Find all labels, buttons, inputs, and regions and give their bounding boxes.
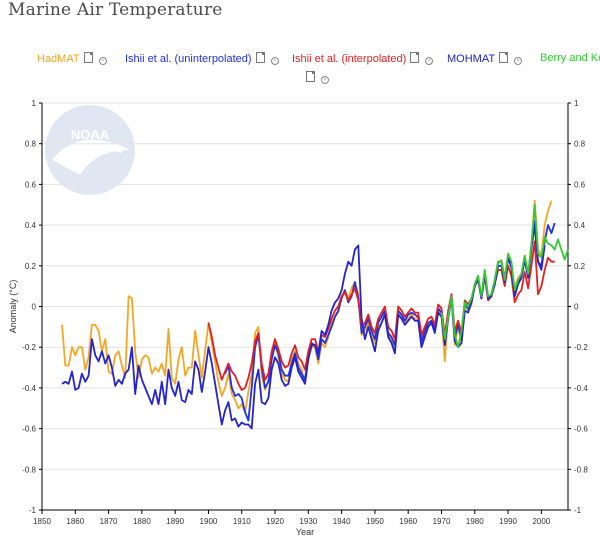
x-tick-label: 1910 xyxy=(233,517,251,526)
x-tick-label: 1880 xyxy=(133,517,151,526)
legend-label: Ishii et al. (uninterpolated) xyxy=(125,53,252,65)
y-tick-label-right: -1 xyxy=(574,506,582,515)
document-icon[interactable] xyxy=(306,71,315,82)
x-tick-label: 1860 xyxy=(66,517,84,526)
document-icon[interactable] xyxy=(499,52,509,63)
y-tick-label-right: 0.4 xyxy=(574,221,586,230)
document-icon[interactable] xyxy=(83,52,93,63)
noaa-watermark-logo: NOAA xyxy=(45,105,135,195)
x-tick-label: 1850 xyxy=(33,517,51,526)
y-tick-label-right: 1 xyxy=(574,99,579,108)
noaa-watermark-text: NOAA xyxy=(71,127,110,142)
y-axis-label: Anomaly (°C) xyxy=(8,280,18,334)
y-tick-label-right: 0.2 xyxy=(574,262,586,271)
y-tick-label-left: -0.2 xyxy=(22,343,36,352)
x-tick-label: 1970 xyxy=(433,517,451,526)
axes: -1 -1 -0.8 -0.8 -0.6 -0.6 -0.4 -0.4 -0.2 -0.2 0 0 0.… xyxy=(22,99,588,526)
legend-label: MOHMAT xyxy=(447,53,496,65)
document-icon[interactable] xyxy=(255,52,265,63)
x-axis-label: Year xyxy=(296,527,314,537)
close-circle-icon[interactable]: × xyxy=(321,76,329,84)
legend-item-berry-and-ke[interactable]: Berry and Ke xyxy=(540,52,600,64)
x-tick-label: 1960 xyxy=(399,517,417,526)
legend-label: Berry and Ke xyxy=(540,52,600,64)
y-tick-label-left: 0 xyxy=(32,303,37,312)
legend-label: HadMAT xyxy=(37,53,80,65)
y-tick-label-left: 0.2 xyxy=(25,262,37,271)
y-tick-label-left: -0.8 xyxy=(22,465,36,474)
y-tick-label-left: -1 xyxy=(29,506,37,515)
legend-item-berry-and-ke-controls: × xyxy=(302,71,329,84)
y-tick-label-left: 0.8 xyxy=(25,140,37,149)
x-tick-label: 1980 xyxy=(466,517,484,526)
legend-item-mohmat[interactable]: MOHMAT × xyxy=(447,52,523,65)
legend-label: Ishii et al. (interpolated) xyxy=(292,53,407,65)
y-tick-label-left: 0.4 xyxy=(25,221,37,230)
close-circle-icon[interactable]: × xyxy=(425,57,434,65)
legend: HadMAT × Ishii et al. (uninterpolated) × I… xyxy=(0,50,600,90)
y-tick-label-left: 0.6 xyxy=(25,180,37,189)
x-tick-label: 1990 xyxy=(499,517,517,526)
series-line-berry-and-ke[interactable] xyxy=(440,203,569,349)
x-tick-label: 1870 xyxy=(100,517,118,526)
x-tick-label: 1930 xyxy=(299,517,317,526)
y-tick-label-left: -0.6 xyxy=(22,425,36,434)
legend-item-ishii-uninterpolated[interactable]: Ishii et al. (uninterpolated) × xyxy=(125,52,279,65)
y-tick-label-right: -0.8 xyxy=(574,465,588,474)
y-tick-label-left: -0.4 xyxy=(22,384,36,393)
y-tick-label-right: -0.6 xyxy=(574,425,588,434)
y-tick-label-left: 1 xyxy=(32,99,37,108)
close-circle-icon[interactable]: × xyxy=(270,57,279,65)
y-tick-label-right: -0.2 xyxy=(574,343,588,352)
x-tick-label: 1920 xyxy=(266,517,284,526)
y-tick-label-right: 0 xyxy=(574,303,579,312)
y-tick-label-right: 0.8 xyxy=(574,140,586,149)
series-group xyxy=(61,199,569,430)
series-line-mohmat[interactable] xyxy=(61,224,546,430)
x-tick-label: 1900 xyxy=(200,517,218,526)
y-tick-label-right: -0.4 xyxy=(574,384,588,393)
x-tick-label: 2000 xyxy=(532,517,550,526)
chart-title: Marine Air Temperature xyxy=(8,0,223,20)
close-circle-icon[interactable]: × xyxy=(98,57,107,65)
y-tick-label-right: 0.6 xyxy=(574,180,586,189)
series-line-ishii-et-al-uninterpolated[interactable] xyxy=(224,220,556,422)
legend-item-ishii-interpolated[interactable]: Ishii et al. (interpolated) × xyxy=(292,52,434,65)
x-tick-label: 1890 xyxy=(166,517,184,526)
x-tick-label: 1950 xyxy=(366,517,384,526)
x-tick-label: 1940 xyxy=(333,517,351,526)
legend-item-hadmat[interactable]: HadMAT × xyxy=(37,52,107,65)
document-icon[interactable] xyxy=(410,52,420,63)
close-circle-icon[interactable]: × xyxy=(514,57,523,65)
